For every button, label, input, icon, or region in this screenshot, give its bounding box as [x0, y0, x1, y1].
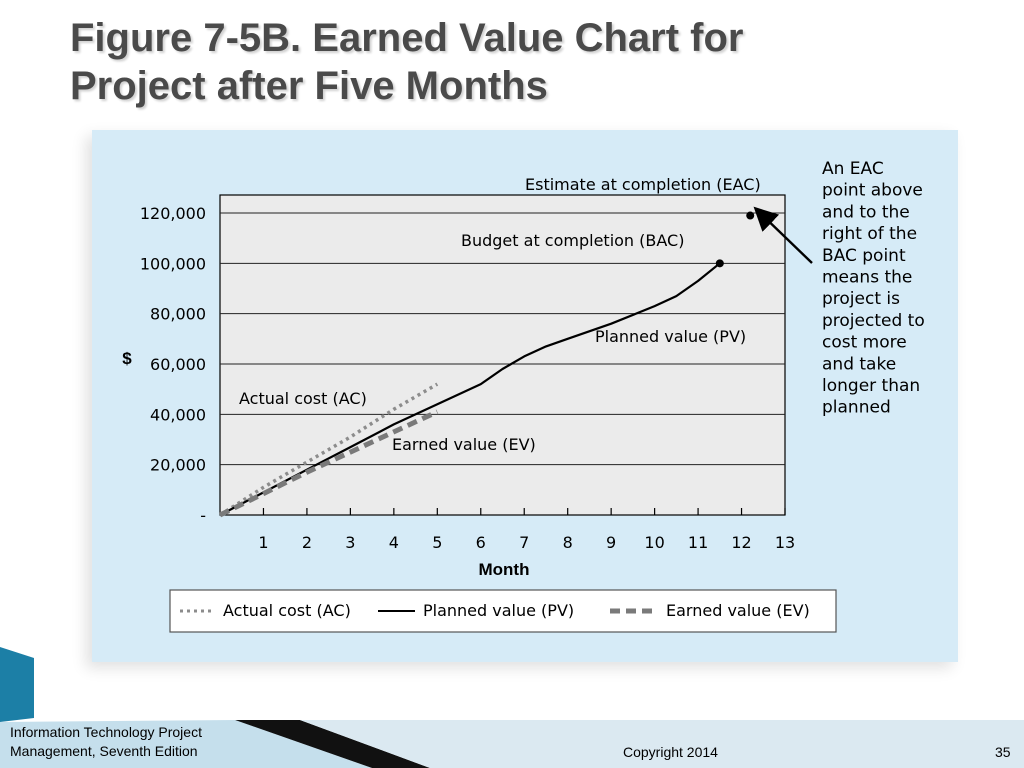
pv-line: [219, 262, 721, 516]
x-tick-label: 2: [302, 533, 312, 552]
x-axis-ticks: 1 2 3 4 5 6 7 8 9 10 11 12 13: [258, 508, 795, 552]
annotation-line: cost more: [822, 333, 907, 353]
annotation-line: right of the: [822, 224, 917, 244]
y-tick-label: 40,000: [150, 405, 206, 424]
ac-line: [219, 382, 439, 517]
x-tick-label: 7: [519, 533, 529, 552]
annotation-line: BAC point: [822, 246, 906, 266]
x-axis-label: Month: [479, 560, 530, 579]
annotation-line: and to the: [822, 202, 910, 222]
footer-course-title: Information Technology Project Managemen…: [10, 723, 202, 761]
x-tick-label: 11: [688, 533, 708, 552]
legend-ac-label: Actual cost (AC): [223, 601, 351, 620]
ac-label: Actual cost (AC): [239, 389, 367, 408]
x-tick-label: 12: [731, 533, 751, 552]
annotation-arrow: [753, 206, 813, 264]
series-lines: [218, 262, 721, 518]
slide-title-line-2: Project after Five Months: [70, 64, 548, 108]
bac-label: Budget at completion (BAC): [461, 231, 684, 250]
annotation-line: means the: [822, 268, 912, 288]
y-axis-ticks: - 20,000 40,000 60,000 80,000 100,000 120,000: [140, 204, 206, 525]
eac-label: Estimate at completion (EAC): [525, 175, 761, 194]
annotation-line: project is: [822, 289, 900, 309]
x-tick-label: 8: [563, 533, 573, 552]
annotation-line: projected to: [822, 311, 925, 331]
ev-label: Earned value (EV): [392, 435, 536, 454]
footer-course-line-1: Information Technology Project: [10, 724, 202, 740]
annotation-line: An EAC: [822, 159, 884, 179]
x-tick-label: 10: [644, 533, 664, 552]
x-tick-label: 5: [432, 533, 442, 552]
x-tick-label: 9: [606, 533, 616, 552]
x-tick-label: 1: [258, 533, 268, 552]
annotation-line: planned: [822, 398, 891, 418]
x-tick-label: 3: [345, 533, 355, 552]
eac-point: [746, 211, 755, 220]
legend-box: [169, 589, 837, 633]
ev-line: [218, 409, 439, 518]
annotation-line: point above: [822, 181, 923, 201]
y-axis-label: $: [122, 349, 132, 368]
points-layer: [715, 211, 755, 268]
y-tick-label: 20,000: [150, 456, 206, 475]
gridlines: [220, 212, 785, 466]
footer-course-line-2: Management, Seventh Edition: [10, 743, 198, 759]
y-tick-label: 80,000: [150, 305, 206, 324]
footer-black-band: [235, 720, 430, 768]
plot-area: [219, 194, 786, 516]
y-tick-label: 120,000: [140, 204, 206, 223]
footer-light-band: [300, 720, 1024, 768]
y-tick-label: -: [200, 506, 206, 525]
legend-pv-label: Planned value (PV): [423, 601, 574, 620]
footer-teal-wedge: [0, 647, 34, 722]
slide-title-line-1: Figure 7-5B. Earned Value Chart for: [70, 16, 744, 60]
pv-label: Planned value (PV): [595, 327, 746, 346]
x-tick-label: 6: [476, 533, 486, 552]
y-tick-label: 60,000: [150, 355, 206, 374]
footer-left-shade: [0, 720, 372, 768]
x-tick-label: 4: [389, 533, 399, 552]
legend: Actual cost (AC) Planned value (PV) Earn…: [169, 589, 837, 633]
annotation-line: longer than: [822, 376, 920, 396]
slide-title: Figure 7-5B. Earned Value Chart for Proj…: [70, 14, 970, 110]
annotation-line: and take: [822, 354, 896, 374]
bac-point: [715, 259, 724, 268]
legend-ev-label: Earned value (EV): [666, 601, 810, 620]
footer-copyright: Copyright 2014: [623, 744, 718, 760]
footer-page-number: 35: [995, 744, 1011, 760]
y-tick-label: 100,000: [140, 254, 206, 273]
x-tick-label: 13: [775, 533, 795, 552]
